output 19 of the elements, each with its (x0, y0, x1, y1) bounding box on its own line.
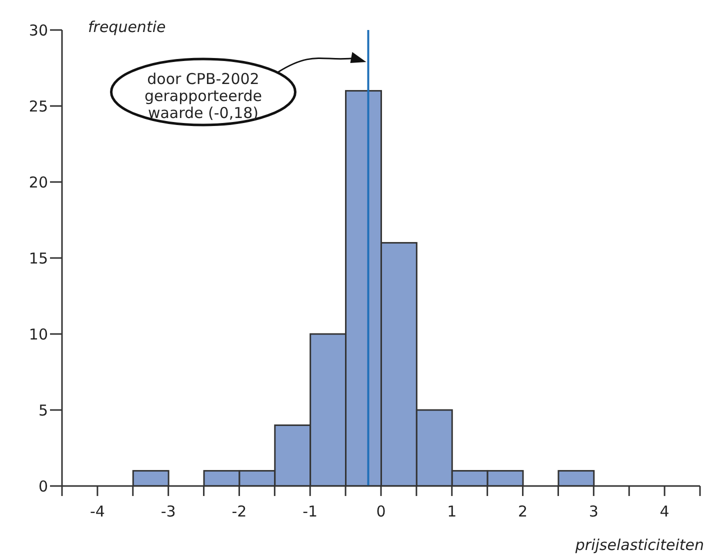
annotation: door CPB-2002 gerapporteerde waarde (-0,18) (144, 70, 262, 122)
y-tick-label: 5 (38, 401, 48, 420)
y-tick-label: 25 (28, 97, 48, 116)
x-tick-label: -4 (90, 502, 105, 521)
x-tick-label: -1 (302, 502, 318, 521)
y-tick-label: 20 (28, 173, 48, 192)
x-tick-label: 2 (518, 502, 528, 521)
x-tick-label: 0 (376, 502, 386, 521)
y-tick-label: 0 (38, 477, 48, 496)
y-tick-label: 10 (28, 325, 48, 344)
y-tick-label: 30 (28, 21, 48, 40)
x-tick-label: -2 (232, 502, 247, 521)
x-tick-label: 1 (447, 502, 457, 521)
y-tick-label: 15 (28, 249, 48, 268)
x-tick-label: 3 (588, 502, 598, 521)
x-axis-title: prijselasticiteiten (575, 536, 704, 554)
x-tick-label: 4 (660, 502, 670, 521)
x-tick-label: -3 (160, 502, 176, 521)
y-axis-title: frequentie (88, 18, 166, 36)
